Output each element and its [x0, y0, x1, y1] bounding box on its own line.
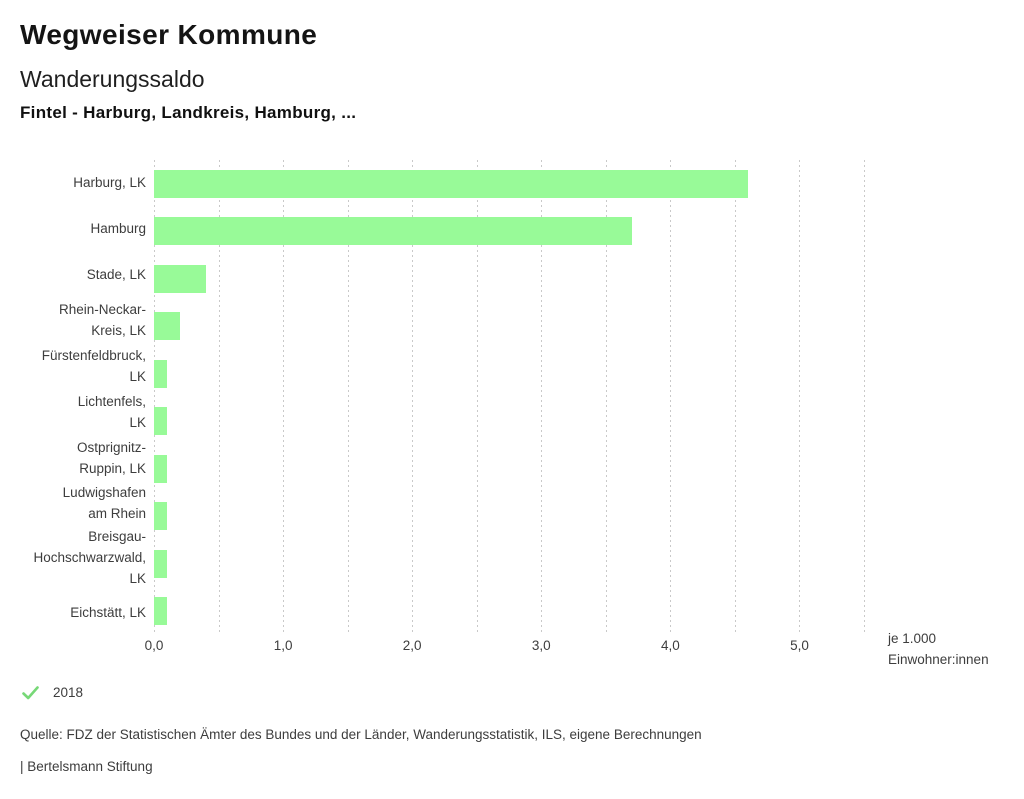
- bar-row: [154, 588, 864, 636]
- category-label: Ludwigshafen am Rhein: [62, 485, 146, 522]
- gridline: [283, 160, 285, 635]
- category-label: Ostprignitz- Ruppin, LK: [76, 439, 146, 476]
- category-label: Hamburg: [90, 221, 146, 237]
- gridline: [347, 160, 349, 635]
- gridline: [412, 160, 414, 635]
- legend-item-2018[interactable]: 2018: [22, 685, 83, 700]
- gridline: [799, 160, 801, 635]
- bar-rows: [154, 160, 864, 635]
- category-label: Harburg, LK: [73, 175, 146, 191]
- bar-row: [154, 445, 864, 493]
- category-label: Rhein-Neckar- Kreis, LK: [58, 302, 146, 339]
- bar-row: [154, 208, 864, 256]
- bar: [154, 264, 206, 293]
- x-axis-ticks: 0,0 1,0 2,0 3,0 4,0 5,0: [145, 638, 864, 656]
- category-labels: Harburg, LK Hamburg Stade, LK Rhein-Neckar-…: [0, 160, 146, 635]
- bar: [154, 359, 167, 388]
- bar-row: [154, 398, 864, 446]
- check-icon: [22, 685, 39, 700]
- category-label: Lichtenfels, LK: [77, 393, 146, 430]
- bar-row: [154, 255, 864, 303]
- gridline: [864, 160, 865, 635]
- category-label: Stade, LK: [86, 266, 146, 282]
- x-tick-label: 5,0: [790, 638, 809, 653]
- legend-label: 2018: [53, 685, 84, 700]
- x-tick-label: 4,0: [660, 638, 680, 653]
- bar-row: [154, 303, 864, 351]
- gridline: [541, 160, 543, 635]
- bar: [154, 312, 180, 341]
- gridline: [218, 160, 220, 635]
- gridlines: [154, 160, 865, 635]
- source-note: Quelle: FDZ der Statistischen Ämter des …: [20, 727, 702, 742]
- bar: [154, 502, 167, 531]
- x-tick-label: 1,0: [273, 638, 293, 653]
- chart-title: Wanderungssaldo: [20, 66, 205, 92]
- gridline: [734, 160, 736, 635]
- category-label: Eichstätt, LK: [70, 604, 146, 620]
- app-title: Wegweiser Kommune: [20, 19, 318, 50]
- bar-row: [154, 160, 864, 208]
- axis-unit-note: je 1.000 Einwohner:innen: [888, 628, 989, 670]
- axis-unit-line-2: Einwohner:innen: [888, 652, 989, 667]
- attribution: | Bertelsmann Stiftung: [20, 759, 153, 774]
- chart-subtitle: Fintel - Harburg, Landkreis, Hamburg, ..…: [20, 103, 357, 122]
- bar: [154, 169, 748, 198]
- x-tick-label: 3,0: [531, 638, 551, 653]
- x-tick-label: 2,0: [402, 638, 422, 653]
- bar: [154, 217, 632, 246]
- gridline: [605, 160, 607, 635]
- x-tick-label: 0,0: [144, 638, 164, 653]
- bar-row: [154, 350, 864, 398]
- category-label: Fürstenfeldbruck, LK: [41, 348, 146, 385]
- gridline: [476, 160, 478, 635]
- bar: [154, 549, 167, 578]
- bar: [154, 454, 167, 483]
- gridline: [154, 160, 155, 635]
- bar-row: [154, 540, 864, 588]
- gridline: [670, 160, 672, 635]
- bar-row: [154, 493, 864, 541]
- axis-unit-line-1: je 1.000: [888, 631, 937, 646]
- bar: [154, 407, 167, 436]
- category-label: Breisgau- Hochschwarzwald, LK: [33, 529, 146, 587]
- plot-area: [154, 160, 865, 635]
- bar: [154, 597, 167, 626]
